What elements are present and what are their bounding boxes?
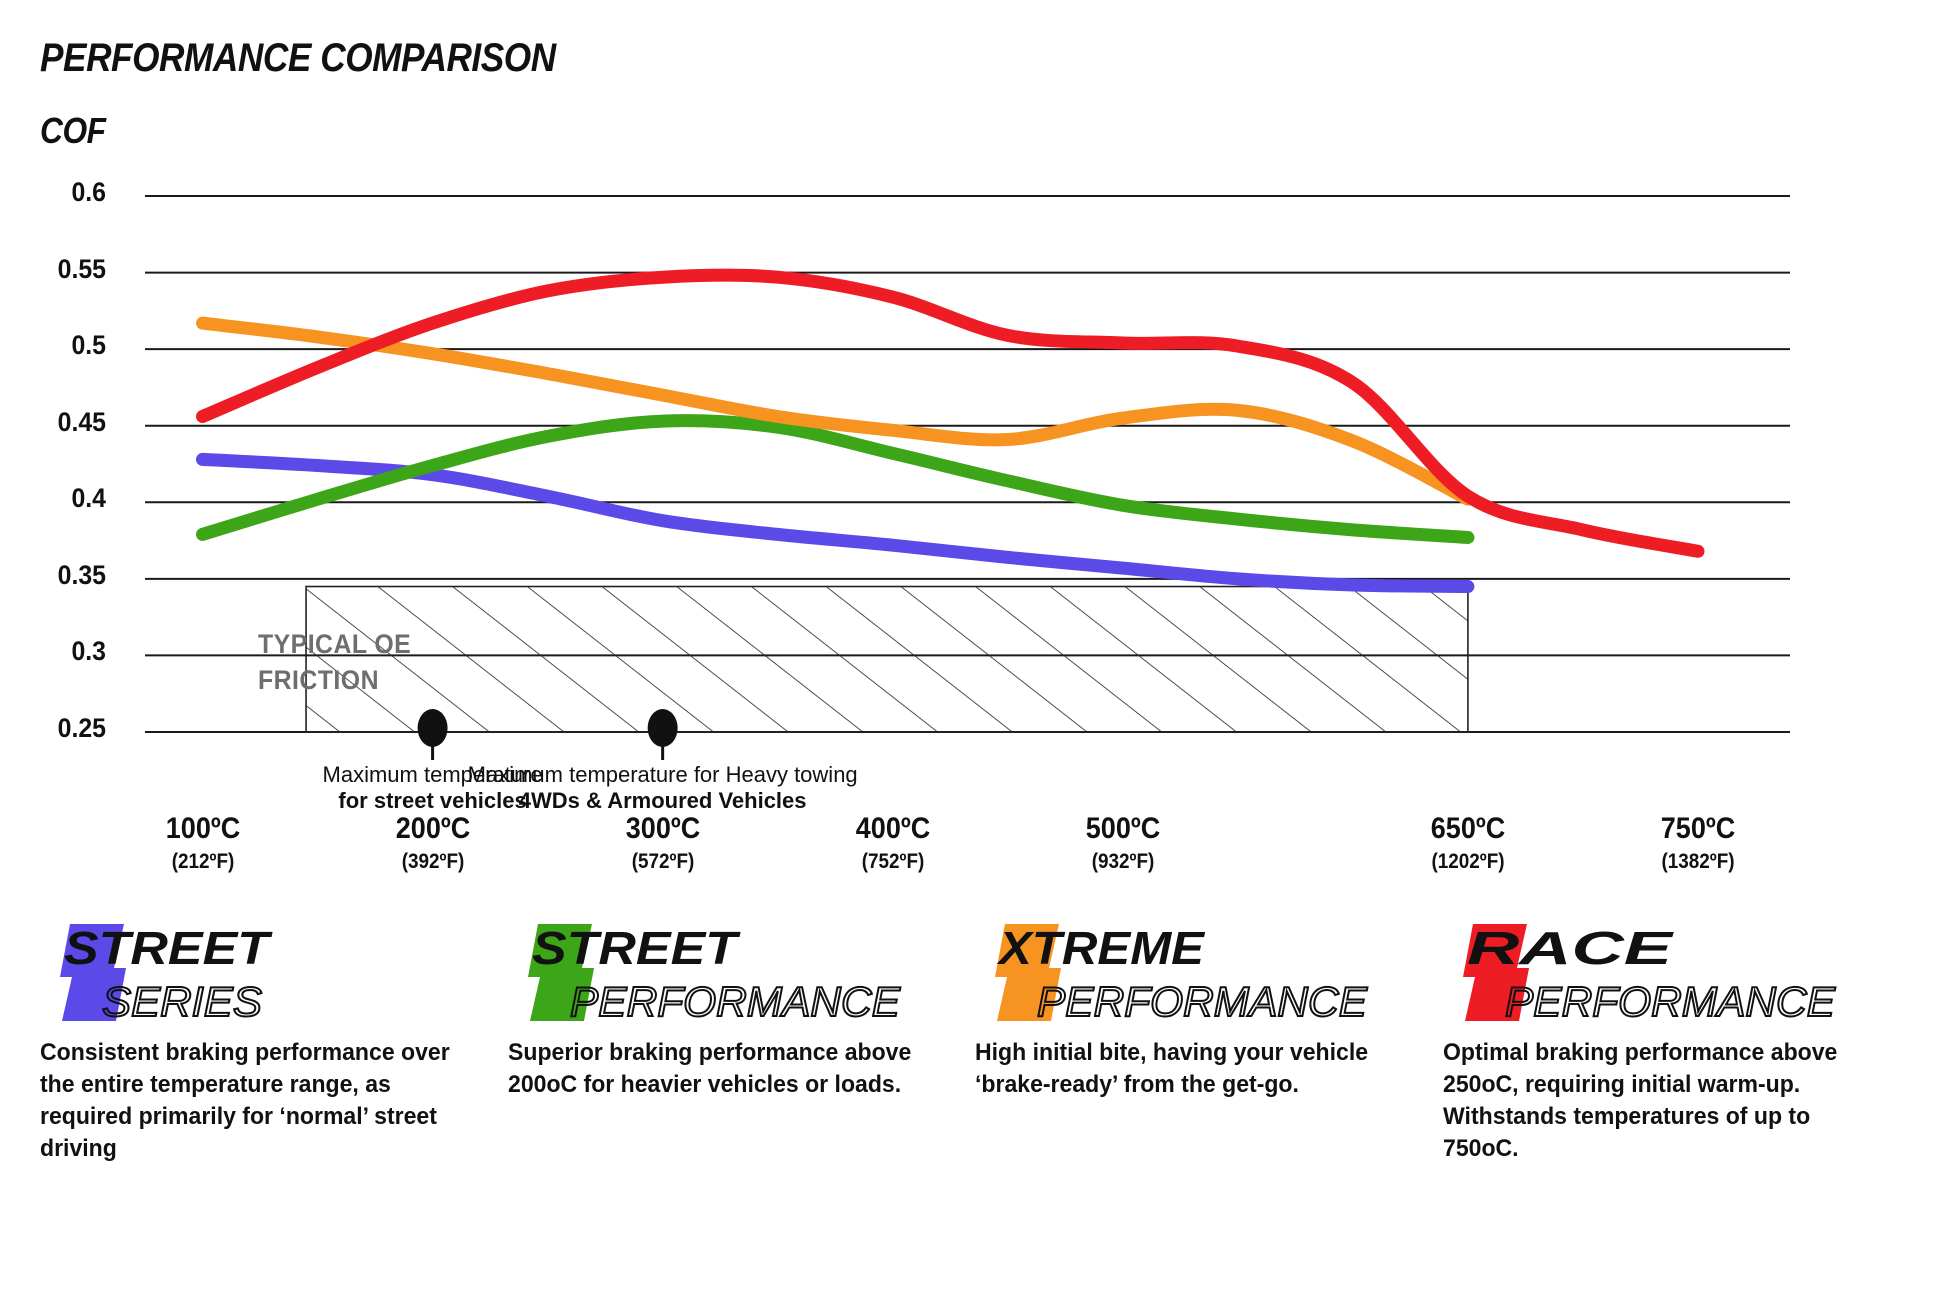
- y-tick-label: 0.35: [57, 559, 106, 590]
- band-hatch-rect: [305, 585, 1469, 733]
- series-line-street-performance: [196, 414, 1475, 544]
- y-tick-label: 0.4: [71, 483, 106, 514]
- annotation-line-2: for street vehicles: [338, 787, 527, 813]
- x-tick-label: 400ºC (752ºF): [783, 812, 1003, 874]
- legend-card-street-performance: STREET PERFORMANCE Superior braking perfor…: [508, 920, 976, 1166]
- typical-oe-friction-band: [305, 585, 1469, 733]
- x-tick-label: 500ºC (932ºF): [1013, 812, 1233, 874]
- annotation-label-2: Maximum temperature for Heavy towing 4WDs…: [363, 762, 963, 814]
- x-tick-label: 100ºC (212ºF): [93, 812, 313, 874]
- legend-description: Superior braking performance above 200oC…: [507, 1039, 911, 1099]
- x-tick-fahrenheit: (212ºF): [171, 850, 234, 873]
- x-tick-celsius: 300ºC: [625, 812, 700, 845]
- logo-word-secondary: SERIES: [102, 978, 262, 1025]
- legend-description: Consistent braking performance over the …: [40, 1039, 450, 1163]
- y-tick-label: 0.25: [57, 713, 106, 743]
- x-tick-fahrenheit: (1202ºF): [1431, 850, 1505, 873]
- chart-marker-group: [417, 709, 678, 760]
- x-tick-fahrenheit: (752ºF): [861, 850, 925, 873]
- x-tick-celsius: 650ºC: [1430, 812, 1506, 845]
- logo-badge-shape: [1462, 924, 1529, 1021]
- y-tick-label: 0.55: [57, 253, 106, 284]
- x-tick-celsius: 500ºC: [1085, 812, 1161, 845]
- logo-badge-shape: [527, 924, 594, 1021]
- series-line-race-performance: [196, 268, 1705, 558]
- y-tick-label: 0.3: [71, 636, 106, 667]
- logo-word-primary: STREET: [532, 922, 741, 974]
- logo-word-secondary: PERFORMANCE: [1505, 978, 1836, 1025]
- logo-badge-shape: [60, 924, 126, 1021]
- x-tick-label: 750ºC (1382ºF): [1588, 812, 1808, 874]
- annotation-marker-dot: [647, 709, 678, 747]
- annotation-label-1: Maximum temperature for street vehicles: [133, 762, 733, 814]
- x-tick-fahrenheit: (572ºF): [631, 850, 694, 873]
- y-tick-label: 0.5: [71, 330, 106, 361]
- legend-description: High initial bite, having your vehicle ‘…: [975, 1039, 1369, 1099]
- x-tick-fahrenheit: (1382ºF): [1661, 850, 1735, 873]
- chart-axis-title-cof: COF: [40, 110, 106, 151]
- logo-badge-shape: [995, 924, 1061, 1021]
- x-tick-label: 200ºC (392ºF): [323, 812, 543, 874]
- annotation-line-2: 4WDs & Armoured Vehicles: [518, 787, 807, 813]
- legend-card-street-series: STREET SERIES Consistent braking performan…: [40, 920, 508, 1166]
- y-tick-label: 0.45: [57, 406, 106, 437]
- x-tick-celsius: 200ºC: [395, 812, 470, 845]
- product-logo: STREET PERFORMANCE: [508, 920, 951, 1025]
- product-logo: XTREME PERFORMANCE: [975, 920, 1418, 1025]
- x-tick-label: 300ºC (572ºF): [553, 812, 773, 874]
- chart-series-group: [196, 268, 1705, 593]
- x-tick-celsius: 400ºC: [855, 812, 930, 845]
- logo-word-secondary: PERFORMANCE: [1037, 978, 1368, 1025]
- legend-card-xtreme-performance: XTREME PERFORMANCE High initial bite, havi…: [975, 920, 1443, 1166]
- logo-word-primary: XTREME: [996, 922, 1206, 974]
- x-tick-fahrenheit: (392ºF): [401, 850, 464, 873]
- x-tick-fahrenheit: (932ºF): [1091, 850, 1155, 873]
- logo-word-primary: STREET: [64, 922, 273, 974]
- annotation-line-1: Maximum temperature for Heavy towing: [467, 762, 858, 787]
- x-tick-celsius: 100ºC: [165, 812, 240, 845]
- page-title: PERFORMANCE COMPARISON: [40, 36, 556, 80]
- series-line-xtreme-performance: [196, 316, 1475, 506]
- legend-card-race-performance: RACE PERFORMANCE Optimal braking performan…: [1443, 920, 1911, 1166]
- logo-word-secondary: PERFORMANCE: [570, 978, 901, 1025]
- product-legend: STREET SERIES Consistent braking performan…: [40, 920, 1910, 1166]
- band-label: TYPICAL OE FRICTION: [258, 629, 412, 695]
- annotation-marker-dot: [417, 709, 448, 747]
- x-tick-label: 650ºC (1202ºF): [1358, 812, 1578, 874]
- chart-svg: [145, 195, 1790, 760]
- logo-word-primary: RACE: [1467, 922, 1674, 974]
- annotation-line-1: Maximum temperature: [322, 762, 543, 787]
- product-logo: RACE PERFORMANCE: [1443, 920, 1886, 1025]
- legend-description: Optimal braking performance above 250oC,…: [1442, 1039, 1837, 1163]
- x-tick-celsius: 750ºC: [1660, 812, 1736, 845]
- y-tick-label: 0.6: [71, 177, 106, 207]
- product-logo: STREET SERIES: [40, 920, 483, 1025]
